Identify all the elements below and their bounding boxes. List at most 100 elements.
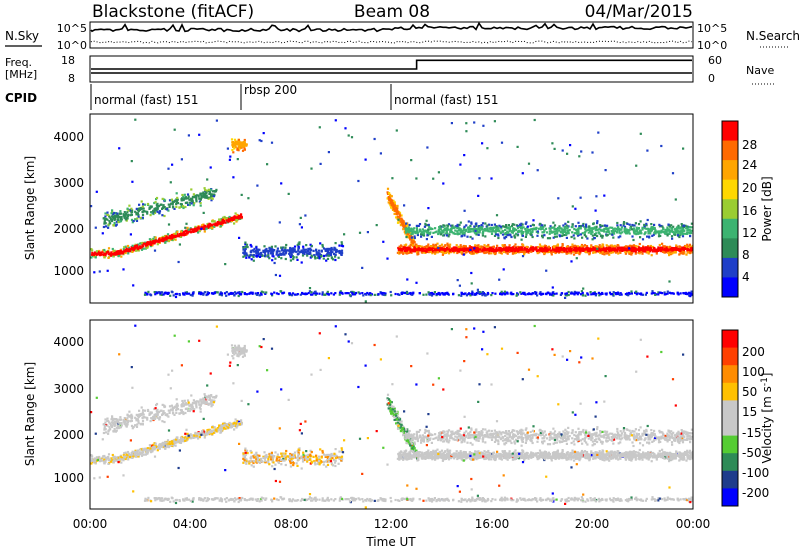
power-point [594, 245, 597, 248]
power-point [564, 292, 567, 295]
velocity-point [148, 444, 151, 447]
power-point [502, 292, 505, 295]
power-point [122, 248, 125, 251]
power-point [561, 245, 564, 248]
power-point [530, 245, 533, 248]
velocity-point [140, 454, 144, 457]
power-point [407, 246, 410, 249]
power-point [406, 224, 409, 227]
power-point [139, 245, 142, 248]
power-point [419, 249, 422, 252]
power-ytick-3000: 3000 [53, 176, 84, 190]
power-point [595, 245, 598, 248]
power-point [666, 233, 669, 236]
power-point [601, 252, 604, 255]
power-point [319, 242, 322, 245]
power-point [510, 224, 514, 227]
power-point [236, 219, 239, 222]
power-point [270, 245, 273, 248]
power-point [330, 292, 333, 295]
noise-left-tick-bottom: 10^0 [57, 39, 87, 52]
power-point [484, 294, 487, 297]
power-point [460, 234, 464, 237]
power-point [242, 251, 245, 254]
power-point [649, 244, 652, 248]
power-point [264, 292, 267, 295]
power-point [386, 191, 389, 194]
power-point [547, 246, 550, 249]
power-point [580, 225, 583, 228]
power-point [255, 246, 258, 249]
power-point [404, 224, 407, 227]
power-point [102, 225, 105, 229]
power-point [419, 228, 422, 231]
power-point [193, 230, 196, 233]
power-point [130, 210, 134, 213]
power-point [437, 228, 440, 231]
power-point [427, 228, 430, 231]
power-point [380, 292, 383, 295]
power-point [468, 226, 471, 229]
power-point [672, 251, 675, 254]
power-point [174, 232, 177, 235]
power-point [685, 225, 688, 228]
power-point [643, 227, 646, 230]
power-point [603, 251, 606, 254]
power-point [245, 243, 249, 246]
power-point [189, 227, 192, 230]
velocity-point [127, 452, 130, 455]
power-point [277, 255, 280, 258]
power-point [262, 250, 265, 253]
power-point [473, 247, 476, 250]
power-point [299, 216, 302, 219]
power-point [480, 224, 483, 227]
power-point [173, 199, 176, 202]
cpid-panel: CPID normal (fast) 151 rbsp 200 normal (… [5, 83, 498, 110]
power-scatter [90, 118, 693, 303]
power-point [404, 247, 407, 251]
power-point [194, 195, 197, 198]
power-point [596, 247, 599, 250]
power-point [338, 251, 341, 255]
power-point [534, 291, 537, 294]
power-point [111, 252, 114, 255]
power-point [596, 234, 599, 238]
velocity-point [175, 441, 179, 444]
power-point [390, 195, 393, 198]
power-panel: 1000 2000 3000 4000 Slant Range [km] [23, 113, 694, 304]
power-point [446, 244, 449, 247]
power-point [651, 234, 654, 237]
power-point [492, 250, 495, 253]
power-point [391, 177, 394, 180]
power-point [334, 242, 337, 245]
power-point [209, 225, 212, 228]
power-point [146, 246, 149, 249]
power-point [405, 243, 408, 246]
power-point [567, 229, 570, 232]
power-point [616, 221, 619, 225]
power-point [107, 256, 110, 259]
power-point [396, 221, 400, 224]
power-point [412, 292, 415, 295]
power-point [690, 231, 693, 235]
noise-left-tick-top: 10^5 [57, 22, 87, 35]
power-point [175, 198, 178, 201]
power-point [364, 158, 367, 161]
power-point [90, 256, 93, 259]
power-point [215, 222, 218, 225]
power-point [498, 246, 501, 250]
power-point [599, 251, 602, 255]
power-point [103, 256, 106, 259]
power-point [612, 228, 615, 231]
power-point [453, 246, 457, 249]
power-point [290, 247, 293, 251]
power-point [587, 231, 590, 234]
power-point [571, 292, 574, 295]
power-point [478, 226, 482, 229]
power-point [679, 252, 682, 255]
power-point [436, 251, 439, 254]
power-point [676, 234, 680, 237]
power-point [689, 235, 692, 238]
power-point [135, 219, 139, 222]
power-point [463, 232, 466, 235]
